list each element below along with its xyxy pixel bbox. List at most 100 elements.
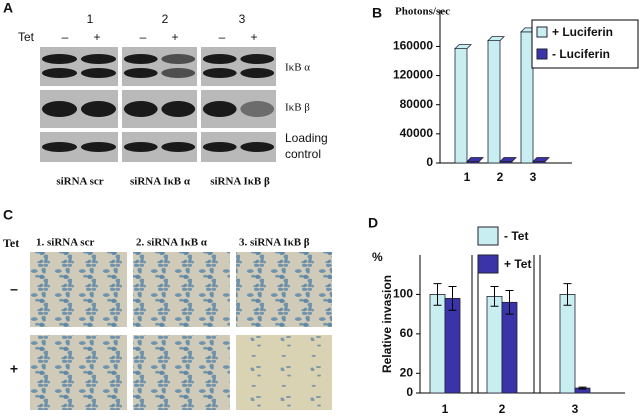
bar-top [487, 36, 505, 41]
bar [559, 294, 576, 394]
legend-label: - Luciferin [552, 47, 610, 61]
sign: – [62, 30, 69, 44]
blot-strip [40, 47, 118, 86]
band [202, 101, 237, 117]
micrograph [30, 252, 127, 327]
bar [501, 301, 518, 394]
blot-strip [201, 47, 276, 86]
legend-swatch [477, 254, 499, 274]
band [123, 54, 158, 64]
band [41, 68, 78, 78]
x-tick-label: 3 [530, 170, 537, 184]
row-sign: + [10, 361, 18, 377]
column-label: 2. siRNA IκB α [136, 237, 208, 249]
x-tick-label: 1 [442, 402, 449, 416]
bar [444, 297, 461, 394]
x-tick-label: 2 [497, 170, 504, 184]
bar [454, 48, 468, 164]
band [161, 54, 196, 64]
band [123, 68, 158, 78]
bar-top [466, 157, 484, 162]
row-sign: – [10, 281, 18, 297]
band [240, 54, 275, 64]
band [161, 101, 196, 117]
tet-label: Tet [3, 236, 19, 250]
x-tick-label: 1 [464, 170, 471, 184]
micrograph [133, 335, 230, 410]
micrograph [133, 252, 230, 327]
band [202, 54, 237, 64]
error-bar [505, 289, 514, 315]
sign: + [171, 30, 178, 44]
bar-top [499, 157, 517, 162]
error-bar [578, 386, 587, 390]
bar [429, 294, 446, 394]
sign: + [250, 30, 257, 44]
y-tick-label: 0 [406, 385, 413, 399]
legend-swatch [536, 48, 548, 60]
x-tick-label: 3 [572, 402, 579, 416]
band [123, 142, 158, 152]
band [161, 142, 196, 152]
sign: – [140, 30, 147, 44]
sign: + [93, 30, 100, 44]
lane-number: 3 [239, 12, 246, 26]
tet-label: Tet [18, 30, 35, 44]
y-tick-label: 0 [426, 155, 433, 169]
axis-unit: % [372, 250, 383, 264]
legend-swatch [536, 26, 548, 38]
micrograph [236, 252, 332, 327]
panel-label: B [372, 5, 382, 21]
bar [520, 31, 534, 164]
legend-box [531, 19, 639, 69]
band [80, 68, 117, 78]
panel-label: D [368, 215, 378, 231]
band [80, 101, 117, 117]
band [240, 101, 275, 117]
error-bar [448, 286, 457, 311]
panel-label: C [3, 207, 13, 223]
group-label: siRNA IκB β [210, 176, 270, 188]
lane-number: 1 [87, 12, 94, 26]
group-label: siRNA scr [56, 176, 103, 188]
sign: – [219, 30, 226, 44]
axis-title: Photons/sec [395, 6, 450, 18]
y-tick-label: 120000 [393, 68, 433, 82]
row-label: IκB α [285, 62, 310, 74]
bar-top [454, 44, 472, 50]
band [161, 68, 196, 78]
blot-strip [122, 47, 197, 86]
band [41, 142, 78, 152]
band [41, 54, 78, 64]
y-tick-label: 160000 [393, 39, 433, 53]
lane-number: 2 [162, 12, 169, 26]
micrograph [236, 335, 332, 410]
y-tick-label: 60 [400, 326, 414, 340]
y-tick-label: 100 [393, 287, 413, 301]
x-tick-label: 2 [499, 402, 506, 416]
error-bar [490, 286, 499, 307]
y-tick-label: 20 [400, 365, 414, 379]
micrograph [30, 335, 127, 410]
y-tick-label: 40000 [400, 126, 434, 140]
legend-label: - Tet [504, 229, 528, 243]
band [41, 101, 78, 117]
column-label: 1. siRNA scr [36, 237, 94, 249]
panel-label: A [3, 0, 13, 16]
row-label: IκB β [285, 102, 310, 114]
y-tick-label: 80000 [400, 97, 434, 111]
axis-title: Relative invasion [380, 275, 394, 373]
error-bar [433, 283, 442, 306]
bar-top [532, 157, 550, 162]
band [80, 142, 117, 152]
band [202, 68, 237, 78]
group-label: siRNA IκB α [130, 176, 191, 188]
legend-label: + Luciferin [552, 25, 613, 39]
band [123, 101, 158, 117]
band [240, 68, 275, 78]
band [80, 54, 117, 64]
column-label: 3. siRNA IκB β [239, 237, 310, 249]
error-bar [563, 283, 572, 306]
